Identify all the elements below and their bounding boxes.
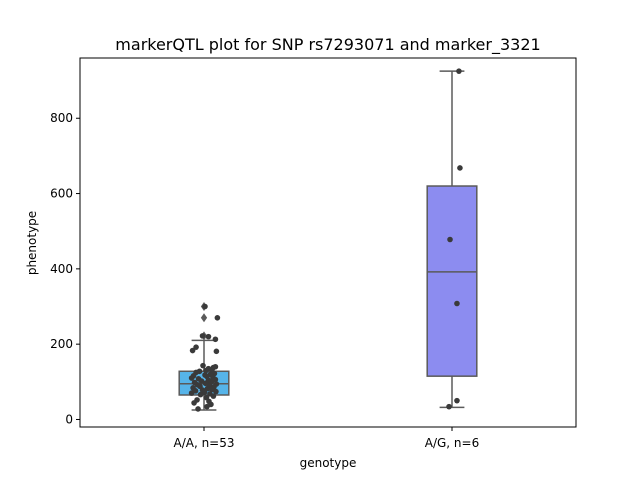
data-point <box>213 348 220 355</box>
data-point <box>202 303 208 310</box>
data-point <box>199 333 206 339</box>
x-tick-label: A/G, n=6 <box>425 436 479 450</box>
data-point <box>454 397 460 404</box>
data-point <box>212 336 219 343</box>
data-point <box>191 400 197 406</box>
data-point <box>447 236 453 243</box>
x-tick-label: A/A, n=53 <box>173 436 234 450</box>
data-point <box>205 333 212 340</box>
plot-frame <box>79 57 577 428</box>
data-point <box>193 344 199 350</box>
y-axis-label: phenotype <box>25 211 39 275</box>
data-point <box>200 362 206 369</box>
data-point <box>446 403 452 410</box>
y-tick-label: 0 <box>65 412 73 426</box>
y-tick-label: 600 <box>50 187 73 201</box>
x-axis-label: genotype <box>300 456 357 470</box>
data-point <box>197 391 204 398</box>
data-point <box>204 403 210 410</box>
data-point <box>188 375 195 381</box>
y-tick-label: 200 <box>50 337 73 351</box>
data-point <box>203 367 209 374</box>
y-tick-label: 800 <box>50 111 73 125</box>
data-point <box>210 393 217 399</box>
data-point <box>456 68 462 74</box>
box-outlier <box>200 313 208 323</box>
data-point <box>454 300 460 307</box>
data-point <box>189 347 196 354</box>
data-point <box>213 388 219 395</box>
data-point <box>204 385 211 392</box>
data-point <box>195 406 201 412</box>
chart-title: markerQTL plot for SNP rs7293071 and mar… <box>115 35 540 55</box>
plot-area: 0 200 400 600 800 A/A, n=53 A/G, n=6 <box>50 68 479 450</box>
data-point <box>188 390 195 396</box>
data-point <box>214 315 221 321</box>
box-body <box>426 185 478 377</box>
data-point <box>457 165 463 171</box>
y-tick-label: 400 <box>50 262 73 276</box>
